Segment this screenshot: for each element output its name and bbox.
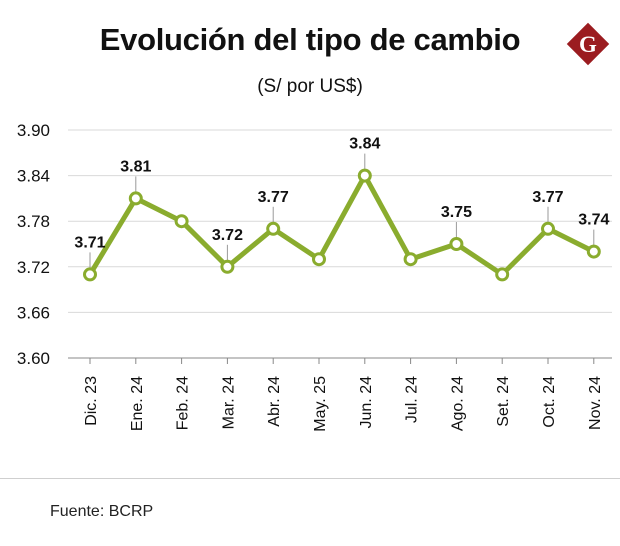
y-tick-label: 3.66: [17, 303, 50, 322]
y-tick-label: 3.78: [17, 212, 50, 231]
x-tick-label: Ene. 24: [129, 376, 146, 431]
y-tick-label: 3.60: [17, 349, 50, 368]
x-tick-label: Jul. 24: [404, 376, 421, 423]
logo-letter: G: [579, 32, 597, 57]
data-label: 3.84: [349, 136, 380, 153]
data-point: [495, 267, 510, 282]
x-tick-label: Jun. 24: [358, 376, 375, 429]
x-tick-label: Oct. 24: [541, 376, 558, 428]
data-point: [403, 252, 418, 267]
x-tick-label: Feb. 24: [175, 376, 192, 430]
data-labels: 3.71 3.81 3.72 3.77 3.84 3.75 3.77 3.74: [74, 136, 609, 252]
data-label: 3.77: [258, 189, 289, 206]
data-point: [449, 237, 464, 251]
series-line: [87, 173, 597, 277]
data-label: 3.75: [441, 204, 472, 221]
data-point: [128, 191, 143, 206]
x-tick-label: Mar. 24: [220, 376, 237, 429]
data-label: 3.77: [532, 189, 563, 206]
data-label: 3.81: [120, 158, 151, 175]
chart-title: Evolución del tipo de cambio: [99, 22, 521, 57]
exchange-rate-chart: 3.90 3.84 3.78 3.72 3.66 3.60 Dic. 23 Ene. 24 F…: [17, 121, 612, 432]
x-tick-label: Set. 24: [495, 376, 512, 427]
data-point: [83, 267, 97, 282]
data-point: [266, 221, 281, 236]
x-tick-label: Nov. 24: [587, 376, 604, 430]
series-line-path: [87, 173, 597, 277]
source-value: BCRP: [108, 503, 154, 520]
x-tick-label: May. 25: [312, 376, 329, 432]
data-label: 3.71: [74, 234, 105, 251]
grid-lines: [68, 129, 612, 359]
x-axis-ticks: Dic. 23 Ene. 24 Feb. 24 Mar. 24 Abr. 24 May. …: [83, 358, 604, 432]
data-label: 3.72: [212, 227, 243, 244]
g-logo-icon: G: [566, 22, 610, 66]
data-point: [357, 168, 372, 183]
source-divider: [0, 478, 620, 479]
x-tick-label: Ago. 24: [449, 376, 466, 431]
y-axis-ticks: 3.90 3.84 3.78 3.72 3.66 3.60: [17, 121, 50, 368]
data-point: [541, 221, 555, 236]
data-point: [220, 259, 235, 274]
chart-subtitle: (S/ por US$): [257, 76, 363, 97]
data-label: 3.74: [578, 212, 609, 229]
data-point: [312, 252, 326, 267]
y-tick-label: 3.72: [17, 258, 50, 277]
source-note: Fuente: BCRP: [50, 503, 153, 521]
y-tick-label: 3.90: [17, 121, 50, 140]
data-point: [586, 244, 601, 259]
label-leaders: [89, 153, 595, 269]
x-tick-label: Abr. 24: [266, 376, 283, 427]
x-tick-label: Dic. 23: [83, 376, 100, 426]
data-point: [174, 214, 189, 229]
source-label: Fuente:: [50, 503, 105, 520]
data-points: [83, 168, 601, 282]
y-tick-label: 3.84: [17, 167, 50, 186]
